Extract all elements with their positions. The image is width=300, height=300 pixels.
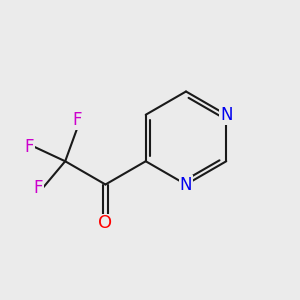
Text: F: F <box>72 111 82 129</box>
Text: F: F <box>24 138 34 156</box>
Text: O: O <box>98 214 112 232</box>
Text: N: N <box>220 106 233 124</box>
Text: N: N <box>180 176 192 194</box>
Text: F: F <box>34 179 43 197</box>
